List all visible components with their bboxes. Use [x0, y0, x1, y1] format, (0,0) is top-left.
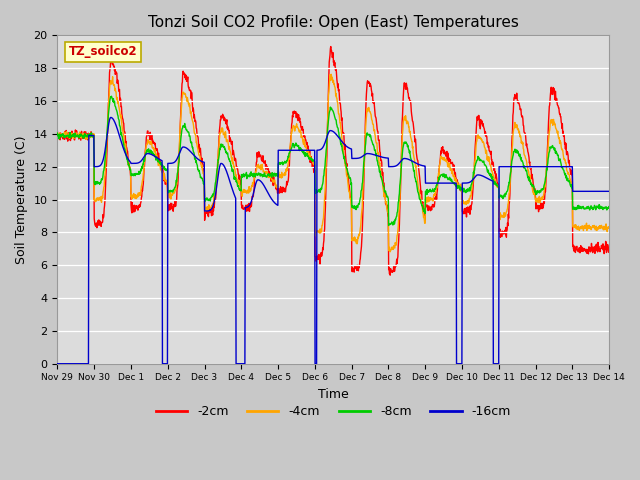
Title: Tonzi Soil CO2 Profile: Open (East) Temperatures: Tonzi Soil CO2 Profile: Open (East) Temp… [148, 15, 518, 30]
X-axis label: Time: Time [318, 388, 349, 401]
Legend: -2cm, -4cm, -8cm, -16cm: -2cm, -4cm, -8cm, -16cm [150, 400, 516, 423]
Y-axis label: Soil Temperature (C): Soil Temperature (C) [15, 135, 28, 264]
Text: TZ_soilco2: TZ_soilco2 [68, 45, 137, 58]
